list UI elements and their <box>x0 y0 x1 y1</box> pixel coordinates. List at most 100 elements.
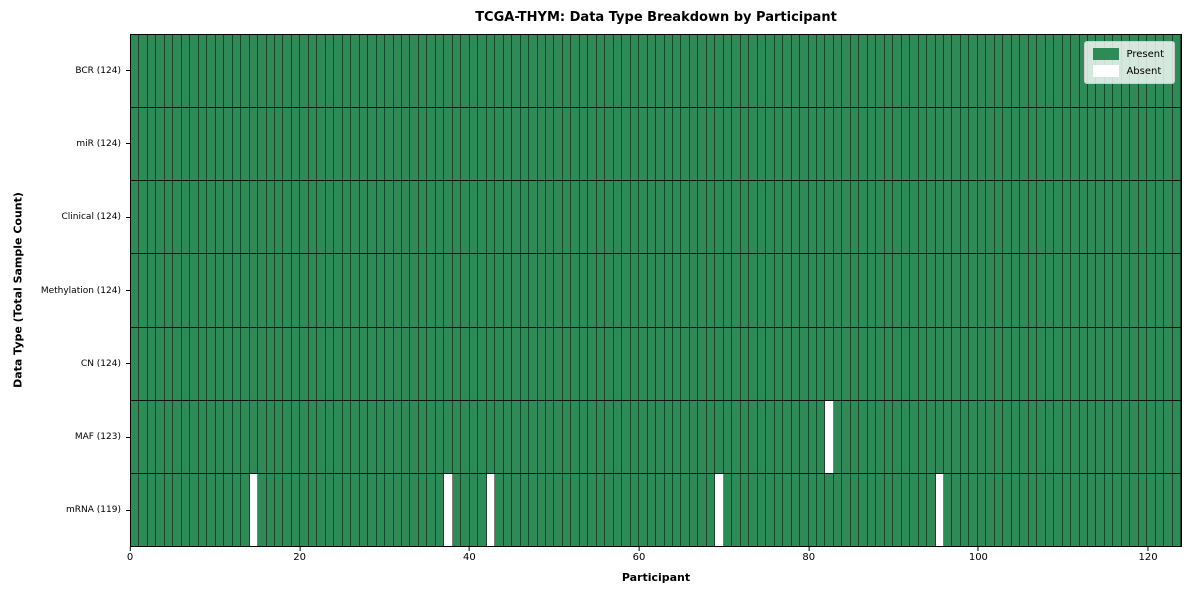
heatmap-cell-present <box>944 327 953 400</box>
x-tick-mark <box>129 547 131 551</box>
heatmap-cell-present <box>495 108 504 181</box>
heatmap-cell-present <box>833 35 843 108</box>
heatmap-cell-present <box>816 473 826 546</box>
heatmap-cell-present <box>139 473 148 546</box>
heatmap-cell-present <box>596 108 606 181</box>
heatmap-cell-present <box>757 35 767 108</box>
heatmap-cell-present <box>495 473 504 546</box>
heatmap-cell-present <box>1079 254 1088 327</box>
heatmap-cell-present <box>283 181 292 254</box>
x-tick-label: 80 <box>802 552 816 563</box>
heatmap-cell-present <box>545 108 555 181</box>
heatmap-cell-present <box>1045 254 1055 327</box>
heatmap-cell-present <box>1071 473 1080 546</box>
heatmap-cell-present <box>291 35 301 108</box>
heatmap-cell-present <box>715 400 724 473</box>
heatmap-cell-present <box>198 327 208 400</box>
heatmap-cell-present <box>545 35 555 108</box>
heatmap-cell-present <box>596 400 606 473</box>
heatmap-cell-present <box>1028 473 1038 546</box>
heatmap-cell-present <box>1155 254 1165 327</box>
heatmap-cell-present <box>1147 181 1156 254</box>
heatmap-cell-present <box>825 35 834 108</box>
heatmap-cell-present <box>469 108 479 181</box>
heatmap-cell-present <box>698 108 707 181</box>
heatmap-cell-present <box>622 181 631 254</box>
heatmap-cell-present <box>300 35 309 108</box>
heatmap-cell-present <box>215 181 225 254</box>
heatmap-cell-present <box>639 327 648 400</box>
heatmap-cell-present <box>901 181 911 254</box>
heatmap-cell-present <box>901 108 911 181</box>
heatmap-cell-present <box>571 254 580 327</box>
heatmap-cell-present <box>376 181 386 254</box>
heatmap-cell-present <box>139 254 148 327</box>
heatmap-cell-present <box>164 473 174 546</box>
heatmap-cell-present <box>910 327 919 400</box>
heatmap-cell-present <box>816 254 826 327</box>
heatmap-cell-present <box>1087 254 1097 327</box>
heatmap-cell-present <box>173 327 182 400</box>
heatmap-cell-present <box>334 254 343 327</box>
heatmap-cell-present <box>554 327 563 400</box>
heatmap-cell-present <box>698 473 707 546</box>
heatmap-cell-present <box>842 35 851 108</box>
heatmap-cell-present <box>876 400 885 473</box>
heatmap-cell-present <box>715 181 724 254</box>
heatmap-cell-present <box>1028 400 1038 473</box>
heatmap-cell-absent <box>825 400 834 473</box>
heatmap-cell-present <box>402 327 411 400</box>
heatmap-cell-present <box>1130 473 1139 546</box>
heatmap-cell-present <box>1062 400 1072 473</box>
heatmap-cell-present <box>224 35 233 108</box>
heatmap-cell-present <box>274 181 284 254</box>
heatmap-cell-present <box>732 35 741 108</box>
heatmap-cell-present <box>893 254 902 327</box>
y-tick: mRNA (119) <box>66 505 130 515</box>
heatmap-cell-present <box>1155 327 1165 400</box>
heatmap-cell-present <box>740 108 750 181</box>
heatmap-cell-present <box>537 181 546 254</box>
heatmap-cell-present <box>359 35 369 108</box>
heatmap-cell-present <box>190 327 199 400</box>
heatmap-cell-present <box>554 254 563 327</box>
heatmap-cell-present <box>283 254 292 327</box>
heatmap-cell-present <box>808 254 817 327</box>
heatmap-cell-present <box>867 327 877 400</box>
heatmap-cell-present <box>1003 473 1012 546</box>
heatmap-cell-present <box>190 400 199 473</box>
heatmap-cell-present <box>402 108 411 181</box>
heatmap-cell-present <box>910 108 919 181</box>
heatmap-cell-present <box>1071 327 1080 400</box>
heatmap-cell-present <box>131 254 140 327</box>
heatmap-cell-present <box>131 400 140 473</box>
heatmap-cell-present <box>893 108 902 181</box>
heatmap-cell-present <box>673 108 682 181</box>
heatmap-cell-present <box>469 327 479 400</box>
heatmap-cell-present <box>469 181 479 254</box>
heatmap-cell-present <box>461 108 470 181</box>
heatmap-cell-present <box>893 473 902 546</box>
heatmap-cell-present <box>545 400 555 473</box>
heatmap-cell-present <box>512 254 521 327</box>
heatmap-row <box>131 108 1182 182</box>
heatmap-cell-present <box>825 473 834 546</box>
heatmap-cell-present <box>147 35 157 108</box>
heatmap-cell-present <box>1037 400 1046 473</box>
heatmap-cell-present <box>274 400 284 473</box>
heatmap-cell-present <box>1054 254 1063 327</box>
heatmap-cell-present <box>173 35 182 108</box>
heatmap-cell-present <box>1138 254 1148 327</box>
heatmap-cell-present <box>1138 473 1148 546</box>
heatmap-cell-present <box>334 181 343 254</box>
heatmap-cell-present <box>681 473 690 546</box>
heatmap-cell-present <box>579 254 589 327</box>
heatmap-cell-present <box>605 108 614 181</box>
heatmap-cell-present <box>418 35 428 108</box>
heatmap-cell-present <box>224 327 233 400</box>
heatmap-cell-present <box>435 327 445 400</box>
heatmap-cell-present <box>1028 35 1038 108</box>
heatmap-cell-present <box>512 473 521 546</box>
heatmap-cell-present <box>198 473 208 546</box>
heatmap-cell-present <box>901 254 911 327</box>
